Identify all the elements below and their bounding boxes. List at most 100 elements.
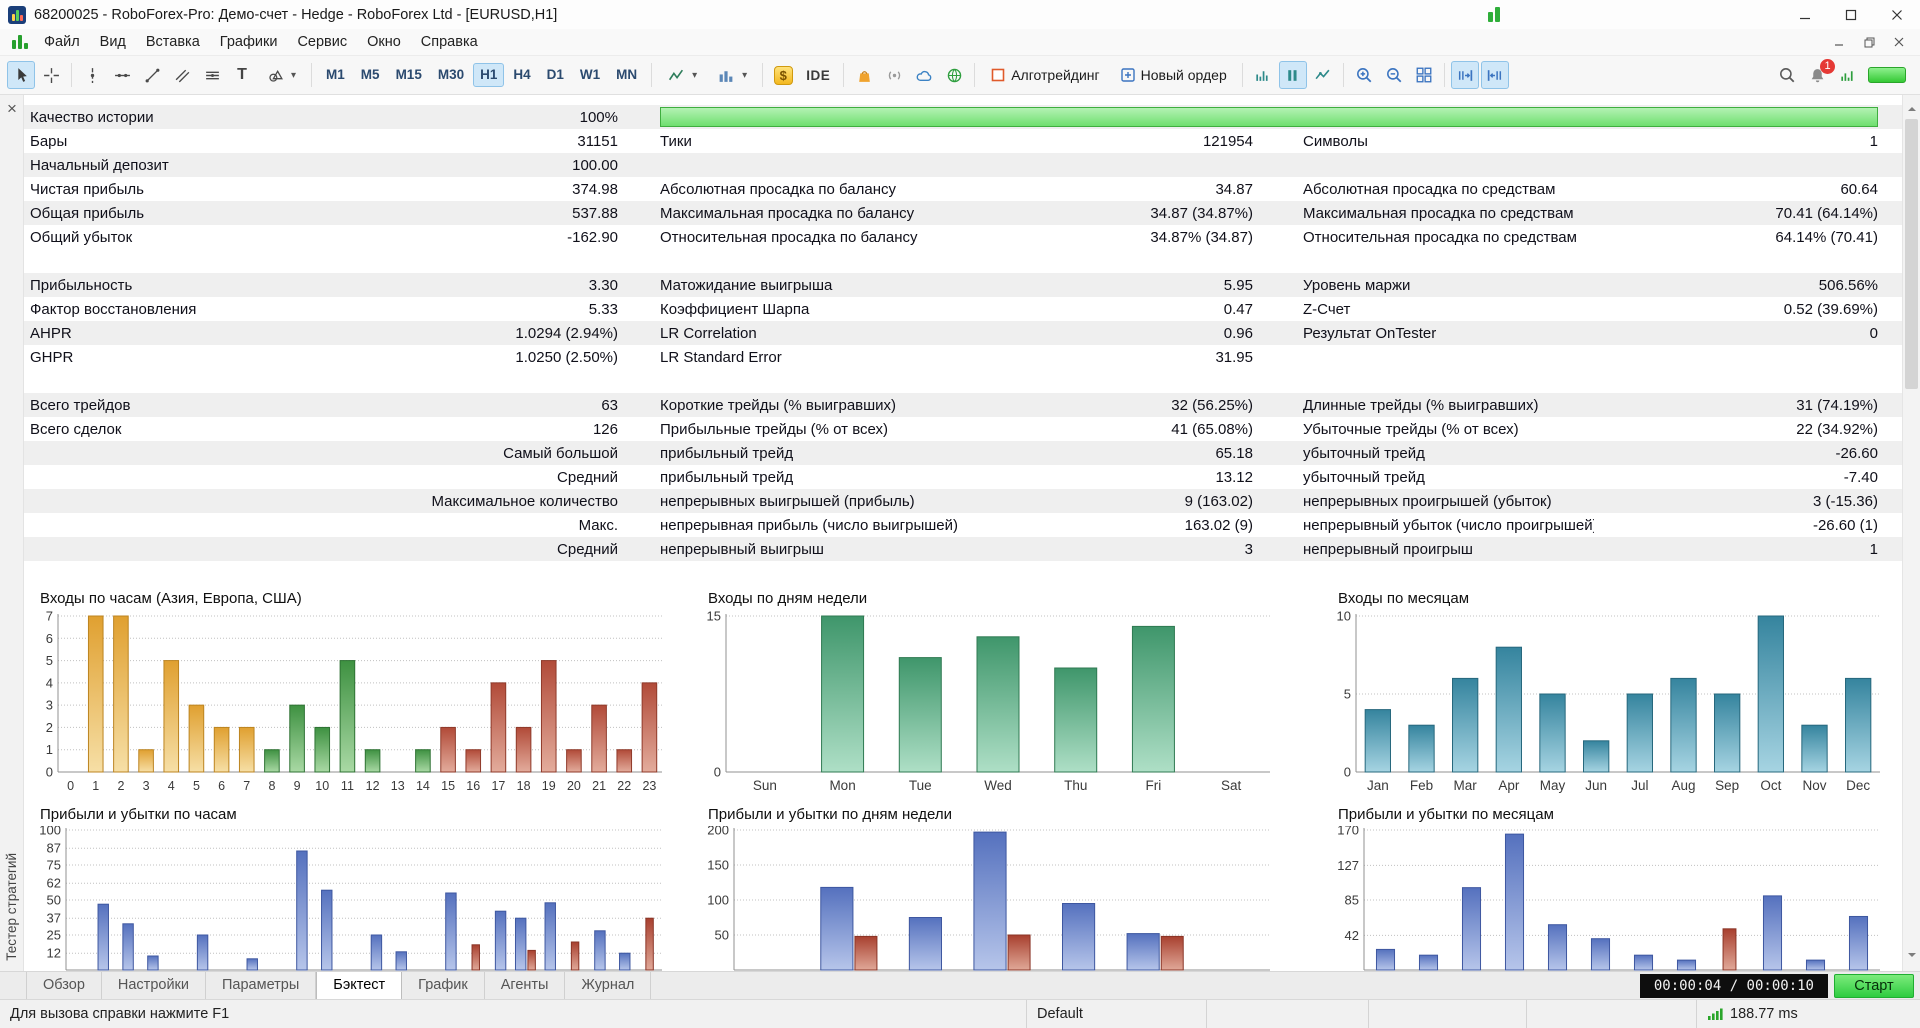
equidistant-channel-tool-button[interactable] [198,61,226,89]
tab-обзор[interactable]: Обзор [26,972,102,1000]
vps-cloud-button[interactable] [910,61,938,89]
zoom-in-button[interactable] [1350,61,1378,89]
notifications-button[interactable]: 1 [1803,61,1831,89]
menu-справка[interactable]: Справка [411,29,488,55]
svg-text:17: 17 [491,779,505,793]
svg-text:15: 15 [707,610,721,624]
close-tester-button[interactable]: × [0,99,24,119]
report-value: Средний [354,541,624,558]
report-label: Начальный депозит [24,157,354,174]
economic-calendar-button[interactable] [940,61,968,89]
report-label: Матожидание выигрыша [624,277,1024,294]
report-label: непрерывный убыток (число проигрышей) [1259,517,1594,534]
tab-настройки[interactable]: Настройки [102,972,206,1000]
minimize-button[interactable] [1782,0,1828,29]
mdi-restore-button[interactable] [1854,29,1884,55]
statusbar: Для вызова справки нажмите F1 Default 18… [0,999,1920,1028]
titlebar: 68200025 - RoboForex-Pro: Демо-счет - He… [0,0,1920,29]
svg-text:0: 0 [46,765,53,780]
menu-вид[interactable]: Вид [90,29,136,55]
svg-text:Fri: Fri [1146,778,1162,793]
dollar-icon: $ [774,66,793,85]
chart-template-button[interactable]: ▾ [708,61,756,89]
tick-chart-button[interactable] [1249,61,1277,89]
cursor-tool-button[interactable] [7,61,35,89]
report-row: Среднийнепрерывный выигрыш3непрерывный п… [24,537,1902,561]
channel-tool-button[interactable] [168,61,196,89]
algo-trading-button[interactable]: Алготрейдинг [981,61,1108,89]
vertical-line-tool-button[interactable] [78,61,106,89]
close-button[interactable] [1874,0,1920,29]
shapes-tool-button[interactable]: ▾ [258,61,305,89]
vertical-scrollbar[interactable] [1902,95,1920,971]
status-help-text: Для вызова справки нажмите F1 [0,1000,1026,1028]
timeframe-m30-button[interactable]: M30 [431,63,471,87]
timeframe-w1-button[interactable]: W1 [573,63,607,87]
mdi-window-controls [1824,29,1920,55]
new-order-button[interactable]: Новый ордер [1111,61,1236,89]
timeframe-h4-button[interactable]: H4 [506,63,537,87]
toolbar-right-group: 1 [1772,61,1914,89]
svg-text:20: 20 [567,779,581,793]
tab-журнал[interactable]: Журнал [565,972,651,1000]
signals-button[interactable] [880,61,908,89]
backtest-timer: 00:00:04 / 00:00:10 [1640,974,1828,998]
menu-сервис[interactable]: Сервис [287,29,357,55]
report-label: Всего сделок [24,421,354,438]
tile-windows-button[interactable] [1410,61,1438,89]
profile-selector[interactable]: Default [1026,1000,1206,1028]
svg-text:62: 62 [47,876,61,891]
svg-text:75: 75 [47,858,61,873]
timeframe-m1-button[interactable]: M1 [319,63,352,87]
quotes-levels-button[interactable] [1833,61,1861,89]
start-button[interactable]: Старт [1834,974,1914,998]
crosshair-tool-button[interactable] [37,61,65,89]
toolbar-separator [651,63,652,87]
scrollbar-thumb[interactable] [1905,119,1918,389]
timeframe-d1-button[interactable]: D1 [540,63,571,87]
timeframe-m15-button[interactable]: M15 [389,63,429,87]
trendline-tool-button[interactable] [138,61,166,89]
svg-text:Thu: Thu [1064,778,1087,793]
indicators-button[interactable]: ▾ [658,61,706,89]
zoom-out-button[interactable] [1380,61,1408,89]
auto-scroll-button[interactable] [1481,61,1509,89]
report-value: 5.95 [1024,277,1259,294]
tab-агенты[interactable]: Агенты [485,972,566,1000]
connection-segment[interactable]: 188.77 ms [1696,1000,1920,1028]
chart-title: Прибыли и убытки по часам [32,806,672,826]
maximize-button[interactable] [1828,0,1874,29]
timeframe-mn-button[interactable]: MN [609,63,644,87]
horizontal-line-tool-button[interactable] [108,61,136,89]
mdi-close-button[interactable] [1884,29,1914,55]
status-segment [1206,1000,1368,1028]
chart-title: Прибыли и убытки по месяцам [1330,806,1890,826]
timeframe-m5-button[interactable]: M5 [354,63,387,87]
svg-text:Aug: Aug [1671,778,1695,793]
tab-график[interactable]: График [402,972,485,1000]
svg-text:5: 5 [1344,687,1351,702]
tab-бэктест[interactable]: Бэктест [316,972,402,1000]
menu-файл[interactable]: Файл [34,29,90,55]
menu-окно[interactable]: Окно [357,29,411,55]
quotes-chart-button[interactable] [1309,61,1337,89]
market-button[interactable] [850,61,878,89]
scroll-up-button[interactable] [1908,103,1916,111]
text-tool-button[interactable]: T [228,61,256,89]
dollar-button[interactable]: $ [769,61,797,89]
svg-text:87: 87 [47,841,61,856]
tester-tabbar: ОбзорНастройкиПараметрыБэктестГрафикАген… [0,971,1920,999]
report-value: 22 (34.92%) [1594,421,1884,438]
chart-shift-button[interactable] [1451,61,1479,89]
search-button[interactable] [1773,61,1801,89]
timeframe-h1-button[interactable]: H1 [473,63,504,87]
tab-параметры[interactable]: Параметры [206,972,316,1000]
scroll-down-button[interactable] [1908,953,1916,961]
depth-of-market-button[interactable] [1279,61,1307,89]
ide-button[interactable]: IDE [799,61,837,89]
mdi-minimize-button[interactable] [1824,29,1854,55]
menu-вставка[interactable]: Вставка [136,29,210,55]
report-label: AHPR [24,325,354,342]
menu-графики[interactable]: Графики [210,29,288,55]
report-label: LR Standard Error [624,349,1024,366]
